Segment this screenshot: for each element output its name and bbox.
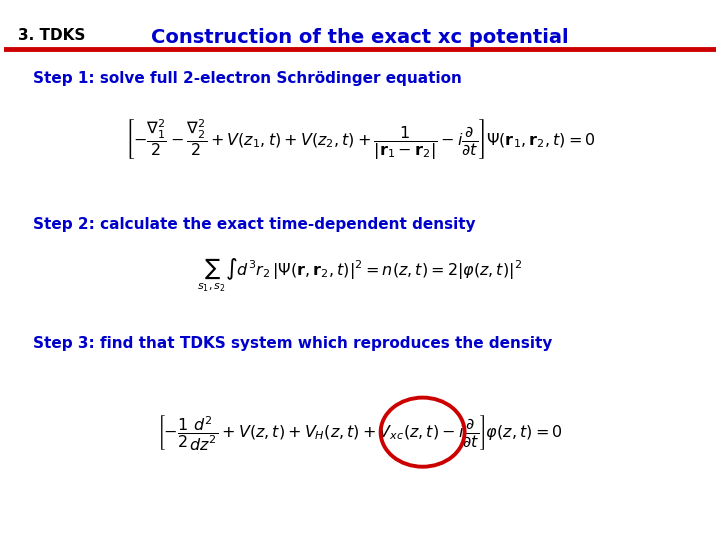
Text: 3. TDKS: 3. TDKS — [19, 28, 86, 43]
Text: $\left[-\dfrac{1}{2}\dfrac{d^2}{dz^2}+V(z,t)+V_H(z,t)+V_{xc}(z,t)-i\dfrac{\parti: $\left[-\dfrac{1}{2}\dfrac{d^2}{dz^2}+V(… — [157, 413, 563, 451]
Text: $\left[-\dfrac{\nabla_1^2}{2}-\dfrac{\nabla_2^2}{2}+V(z_1,t)+V(z_2,t)+\dfrac{1}{: $\left[-\dfrac{\nabla_1^2}{2}-\dfrac{\na… — [125, 118, 595, 162]
Text: Step 2: calculate the exact time-dependent density: Step 2: calculate the exact time-depende… — [32, 217, 475, 232]
Text: Construction of the exact xc potential: Construction of the exact xc potential — [151, 28, 569, 47]
Text: Step 1: solve full 2-electron Schrödinger equation: Step 1: solve full 2-electron Schrödinge… — [32, 71, 462, 86]
Text: Step 3: find that TDKS system which reproduces the density: Step 3: find that TDKS system which repr… — [32, 336, 552, 352]
Text: $\sum_{s_1,s_2}\int d^3r_2\,|\Psi(\mathbf{r},\mathbf{r}_2,t)|^2= n(z,t) = 2|\var: $\sum_{s_1,s_2}\int d^3r_2\,|\Psi(\mathb… — [197, 256, 523, 294]
